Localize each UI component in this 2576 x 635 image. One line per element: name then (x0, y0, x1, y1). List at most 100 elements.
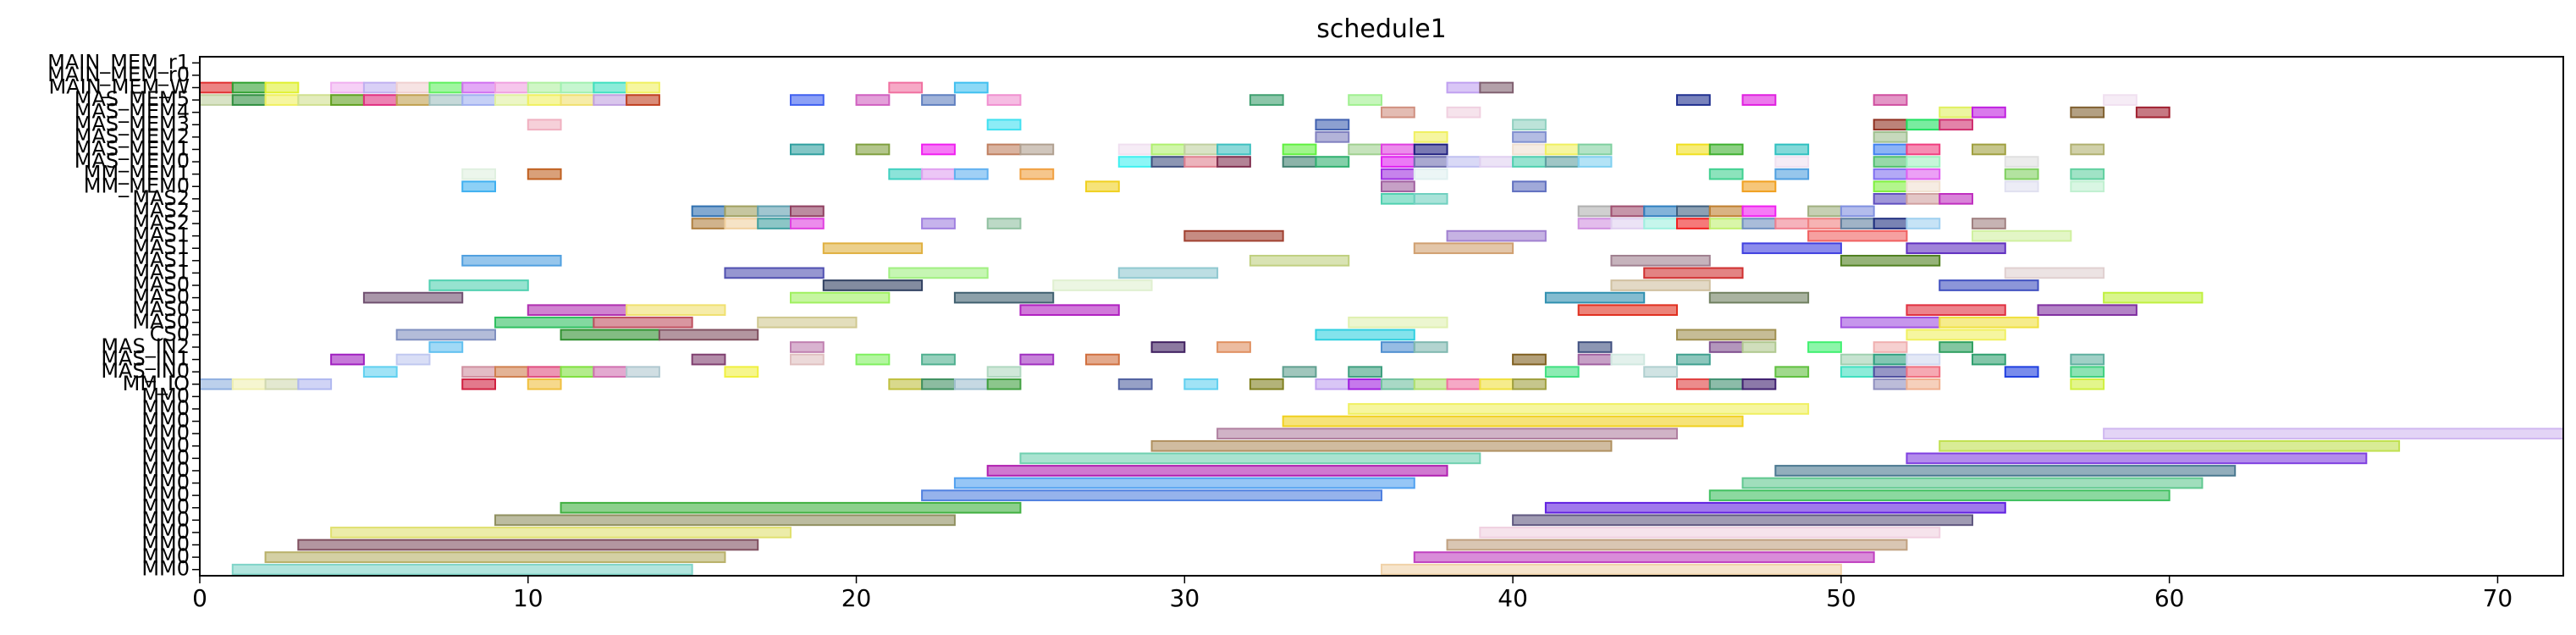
y-tick-label: MM0 (141, 445, 190, 469)
gantt-bar (757, 218, 792, 229)
gantt-bar (1577, 218, 1613, 229)
gantt-bar (1610, 353, 1646, 366)
gantt-bar (1052, 279, 1153, 291)
gantt-bar (1741, 180, 1777, 193)
gantt-bar (1807, 218, 1842, 229)
gantt-bar (1512, 156, 1547, 168)
y-tick-label: MM0 (141, 384, 190, 407)
gantt-bar (1676, 94, 1711, 106)
y-tick-label: MM0 (141, 433, 190, 457)
gantt-bar (1348, 378, 1382, 390)
gantt-bar (921, 378, 956, 390)
gantt-bar (1873, 366, 1908, 378)
gantt-bar (199, 94, 234, 106)
y-tick-label: MM0 (141, 483, 190, 506)
gantt-bar (1150, 341, 1186, 353)
y-tick-label: MM0 (141, 458, 190, 482)
gantt-bar (1446, 156, 1481, 168)
x-tick-label: 10 (513, 584, 543, 612)
gantt-bar (757, 316, 858, 329)
gantt-bar (1939, 279, 2039, 291)
y-tick-label: MAS_IN2 (101, 334, 190, 358)
gantt-bar (691, 353, 726, 366)
gantt-bar (1972, 218, 2006, 229)
x-tick-label: 20 (841, 584, 872, 612)
gantt-bar (1413, 156, 1448, 168)
gantt-bar (1577, 156, 1613, 168)
gantt-bar (626, 81, 660, 94)
gantt-bar (362, 366, 398, 378)
y-tick-label: MAS1 (132, 248, 190, 272)
gantt-bar (199, 81, 234, 94)
gantt-bar (1249, 378, 1284, 390)
gantt-bar (297, 378, 333, 390)
gantt-bar (1741, 218, 1777, 229)
y-tick-label: MAS0 (132, 285, 190, 309)
gantt-bar (1117, 378, 1153, 390)
gantt-bar (1708, 378, 1744, 390)
gantt-bar (428, 94, 464, 106)
gantt-bar (1446, 81, 1481, 94)
gantt-bar (724, 366, 759, 378)
y-tick-label: MAS2 (132, 186, 190, 210)
gantt-bar (1413, 551, 1875, 563)
gantt-bar (855, 143, 891, 156)
y-tick-label: MAS2 (132, 211, 190, 235)
gantt-bar (1315, 119, 1350, 131)
gantt-bar (986, 378, 1022, 390)
gantt-bar (1906, 353, 1941, 366)
gantt-bar (527, 81, 562, 94)
gantt-bar (1906, 168, 1941, 180)
gantt-bar (1807, 229, 1908, 242)
gantt-bar (1512, 378, 1547, 390)
gantt-bar (1610, 218, 1646, 229)
gantt-bar (2103, 428, 2564, 439)
gantt-bar (461, 378, 497, 390)
gantt-bar (921, 218, 956, 229)
gantt-bar (1117, 156, 1153, 168)
x-tick-label: 40 (1498, 584, 1528, 612)
gantt-bar (297, 538, 759, 551)
gantt-bar (1282, 415, 1744, 428)
gantt-bar (1216, 428, 1678, 439)
gantt-bar (2070, 168, 2105, 180)
gantt-bar (1906, 304, 2006, 317)
gantt-bar (461, 168, 497, 180)
gantt-bar (297, 94, 333, 106)
gantt-bar (1413, 242, 1514, 255)
gantt-bar (790, 94, 825, 106)
gantt-bar (1577, 353, 1613, 366)
y-tick-labels: MM0MM0MM0MM0MM0MM0MM0MM0MM0MM0MM0MM0MM0M… (47, 50, 200, 581)
gantt-bar (953, 81, 989, 94)
gantt-bar (2004, 180, 2039, 193)
y-tick-label: MM0 (141, 520, 190, 544)
gantt-bar (1708, 205, 1744, 218)
gantt-bar (1117, 143, 1153, 156)
gantt-bar (1873, 168, 1908, 180)
gantt-bar (330, 527, 792, 538)
gantt-bar (428, 279, 529, 291)
gantt-bar (986, 218, 1022, 229)
gantt-bar (1381, 193, 1415, 205)
y-tick-label: MAS_MEM0 (74, 149, 190, 173)
gantt-bar (626, 94, 660, 106)
gantt-bar (1315, 156, 1350, 168)
gantt-bar (1512, 131, 1547, 143)
gantt-bar (1873, 119, 1908, 131)
gantt-bar (790, 341, 825, 353)
gantt-bar (1381, 168, 1415, 180)
gantt-bar (1117, 267, 1219, 279)
gantt-bar (461, 180, 497, 193)
gantt-bar (1741, 242, 1842, 255)
gantt-bar (724, 218, 759, 229)
gantt-bar (264, 94, 300, 106)
y-tick-label: MAIN_MEM_W (49, 75, 190, 98)
y-tick-label: MAS0 (132, 273, 190, 296)
gantt-bar (790, 205, 825, 218)
y-tick-label: MM_IO (123, 372, 190, 395)
gantt-bar (1577, 341, 1613, 353)
gantt-bar (691, 218, 726, 229)
gantt-bar (1972, 229, 2072, 242)
